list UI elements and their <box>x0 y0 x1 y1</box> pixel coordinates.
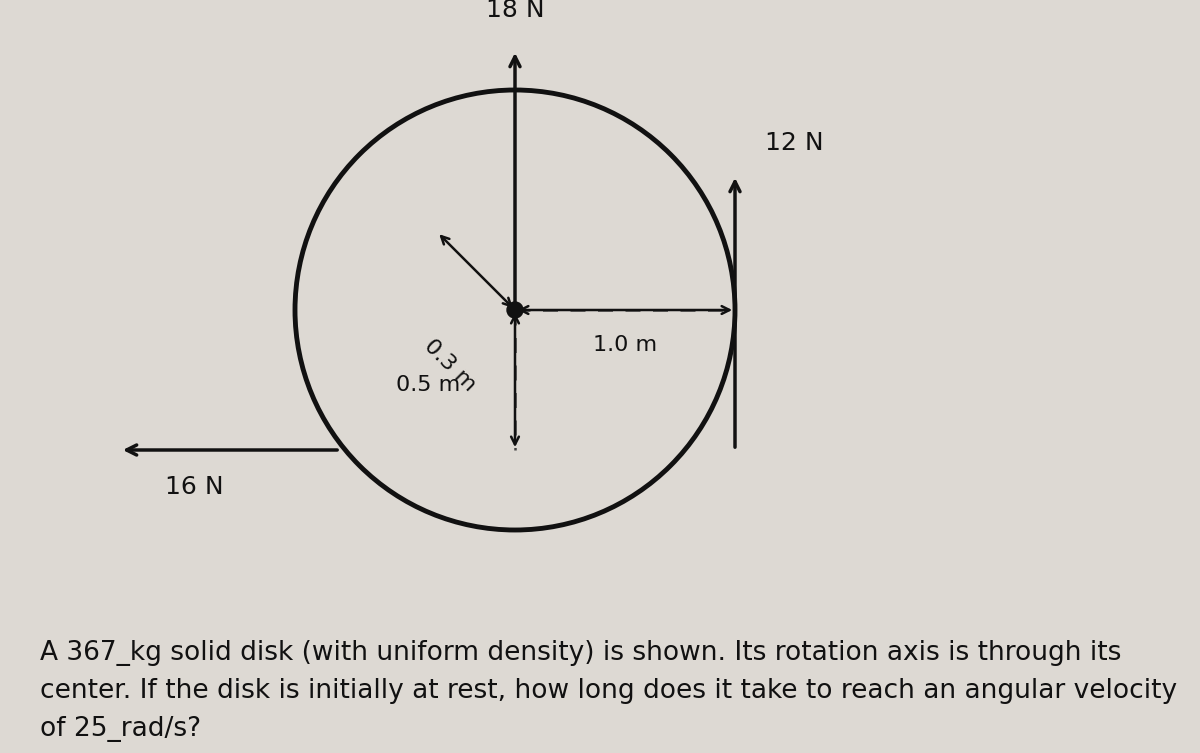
Circle shape <box>508 302 523 318</box>
Text: 0.3 m: 0.3 m <box>420 335 480 395</box>
Text: 12 N: 12 N <box>766 131 823 155</box>
Text: 0.5 m: 0.5 m <box>396 375 460 395</box>
Text: 1.0 m: 1.0 m <box>593 335 658 355</box>
Text: A 367_kg solid disk (with uniform density) is shown. Its rotation axis is throug: A 367_kg solid disk (with uniform densit… <box>40 640 1177 742</box>
Text: 18 N: 18 N <box>486 0 545 22</box>
Text: 16 N: 16 N <box>166 475 223 499</box>
